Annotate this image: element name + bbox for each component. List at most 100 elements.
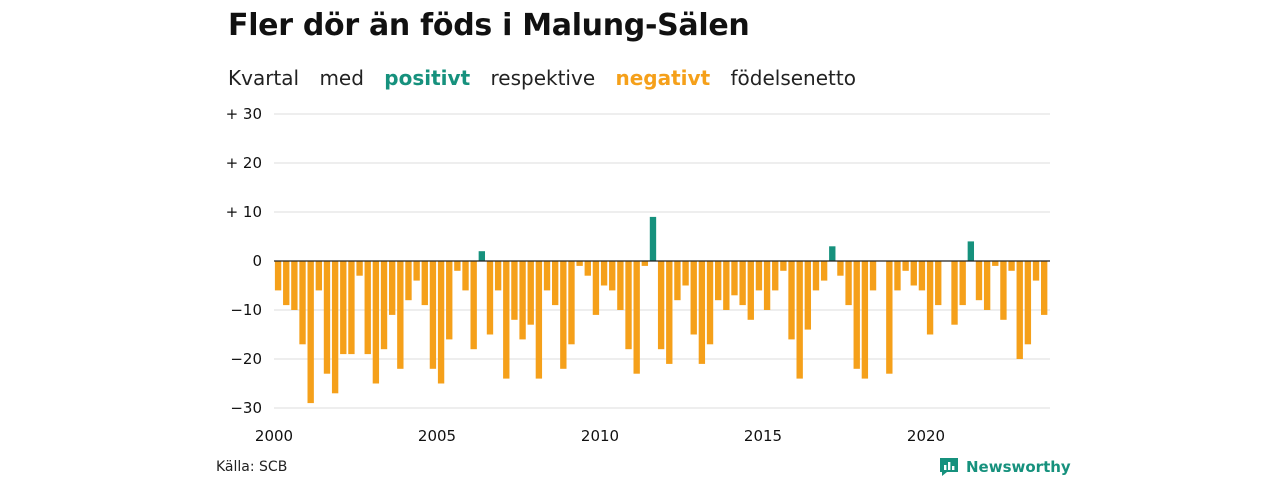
bar	[576, 261, 583, 266]
bar	[715, 261, 722, 301]
bar	[723, 261, 730, 310]
bar	[421, 261, 428, 306]
bar	[837, 261, 844, 276]
bar	[812, 261, 820, 291]
y-tick-label: −10	[230, 301, 262, 319]
bar	[1024, 261, 1032, 345]
bar	[274, 261, 282, 291]
bar	[299, 261, 306, 345]
bar	[674, 261, 681, 301]
subtitle-word-fodelsenetto: födelsenetto	[730, 66, 856, 90]
bar	[926, 261, 934, 335]
bar	[633, 261, 640, 374]
y-tick-label: 0	[252, 252, 262, 270]
x-tick-label: 2010	[581, 427, 619, 445]
bar	[869, 261, 877, 291]
bar	[918, 261, 926, 291]
bar	[535, 261, 543, 379]
bar	[519, 261, 526, 340]
bar	[494, 261, 502, 291]
y-tick-label: + 30	[226, 105, 262, 123]
bar	[478, 251, 486, 261]
bar	[1000, 261, 1007, 320]
bar	[983, 261, 991, 310]
bar	[967, 241, 975, 261]
bar	[975, 261, 983, 301]
subtitle-word-respektive: respektive	[490, 66, 596, 90]
bar	[853, 261, 860, 369]
bar	[935, 261, 942, 306]
bar	[747, 261, 754, 320]
bar	[682, 261, 689, 286]
newsworthy-logo-text: Newsworthy	[966, 458, 1071, 476]
bar	[657, 261, 665, 350]
y-axis-labels: + 30 + 20 + 10 0 −10 −20 −30	[226, 105, 262, 417]
bar	[739, 261, 746, 306]
bar	[845, 261, 852, 306]
bar	[543, 261, 551, 291]
bar	[649, 216, 657, 261]
bar	[902, 261, 909, 271]
bar	[307, 261, 314, 404]
bar	[380, 261, 388, 350]
bar	[405, 261, 412, 301]
bar	[1008, 261, 1015, 271]
bar	[1016, 261, 1023, 359]
bar	[446, 261, 453, 340]
bar	[617, 261, 624, 310]
bar	[291, 261, 298, 310]
bar	[348, 261, 355, 355]
bar	[323, 261, 331, 374]
bar	[698, 261, 706, 364]
chart-subtitle: Kvartal med positivt respektive negativt…	[228, 66, 870, 90]
bar	[666, 261, 673, 364]
subtitle-word-kvartal: Kvartal	[228, 66, 300, 90]
bar	[527, 261, 534, 325]
bar	[600, 261, 608, 286]
bar	[584, 261, 591, 276]
bar	[454, 261, 461, 271]
bar	[1032, 261, 1040, 281]
bar	[690, 261, 697, 335]
bar	[796, 261, 803, 379]
bar	[861, 261, 869, 379]
bar	[780, 261, 787, 271]
bar	[951, 261, 958, 325]
bar	[820, 261, 828, 281]
bar	[772, 261, 779, 291]
bar	[788, 261, 795, 340]
bar	[959, 261, 966, 306]
bar	[886, 261, 893, 374]
x-tick-label: 2000	[255, 427, 293, 445]
bar	[568, 261, 575, 345]
bar	[625, 261, 632, 350]
newsworthy-logo: Newsworthy	[938, 456, 1071, 478]
bar	[706, 261, 714, 345]
bar	[437, 261, 445, 384]
x-tick-label: 2020	[907, 427, 945, 445]
bar	[462, 261, 469, 291]
bar	[331, 261, 339, 394]
bar	[389, 261, 396, 315]
bar	[910, 261, 917, 286]
bars	[274, 216, 1048, 404]
legend-negative-label: negativt	[615, 66, 711, 90]
bar	[992, 261, 999, 266]
bar	[552, 261, 559, 306]
y-tick-label: −30	[230, 399, 262, 417]
x-axis-labels: 2000 2005 2010 2015 2020	[255, 427, 945, 445]
bar	[829, 246, 836, 261]
bar	[755, 261, 763, 291]
y-tick-label: + 20	[226, 154, 262, 172]
bar	[641, 261, 649, 266]
legend-positive-label: positivt	[384, 66, 471, 90]
bar	[470, 261, 477, 350]
bar	[372, 261, 380, 384]
y-tick-label: −20	[230, 350, 262, 368]
bar	[429, 261, 437, 369]
x-tick-label: 2015	[744, 427, 782, 445]
y-tick-label: + 10	[226, 203, 262, 221]
newsworthy-logo-icon	[940, 458, 958, 476]
bar	[804, 261, 812, 330]
